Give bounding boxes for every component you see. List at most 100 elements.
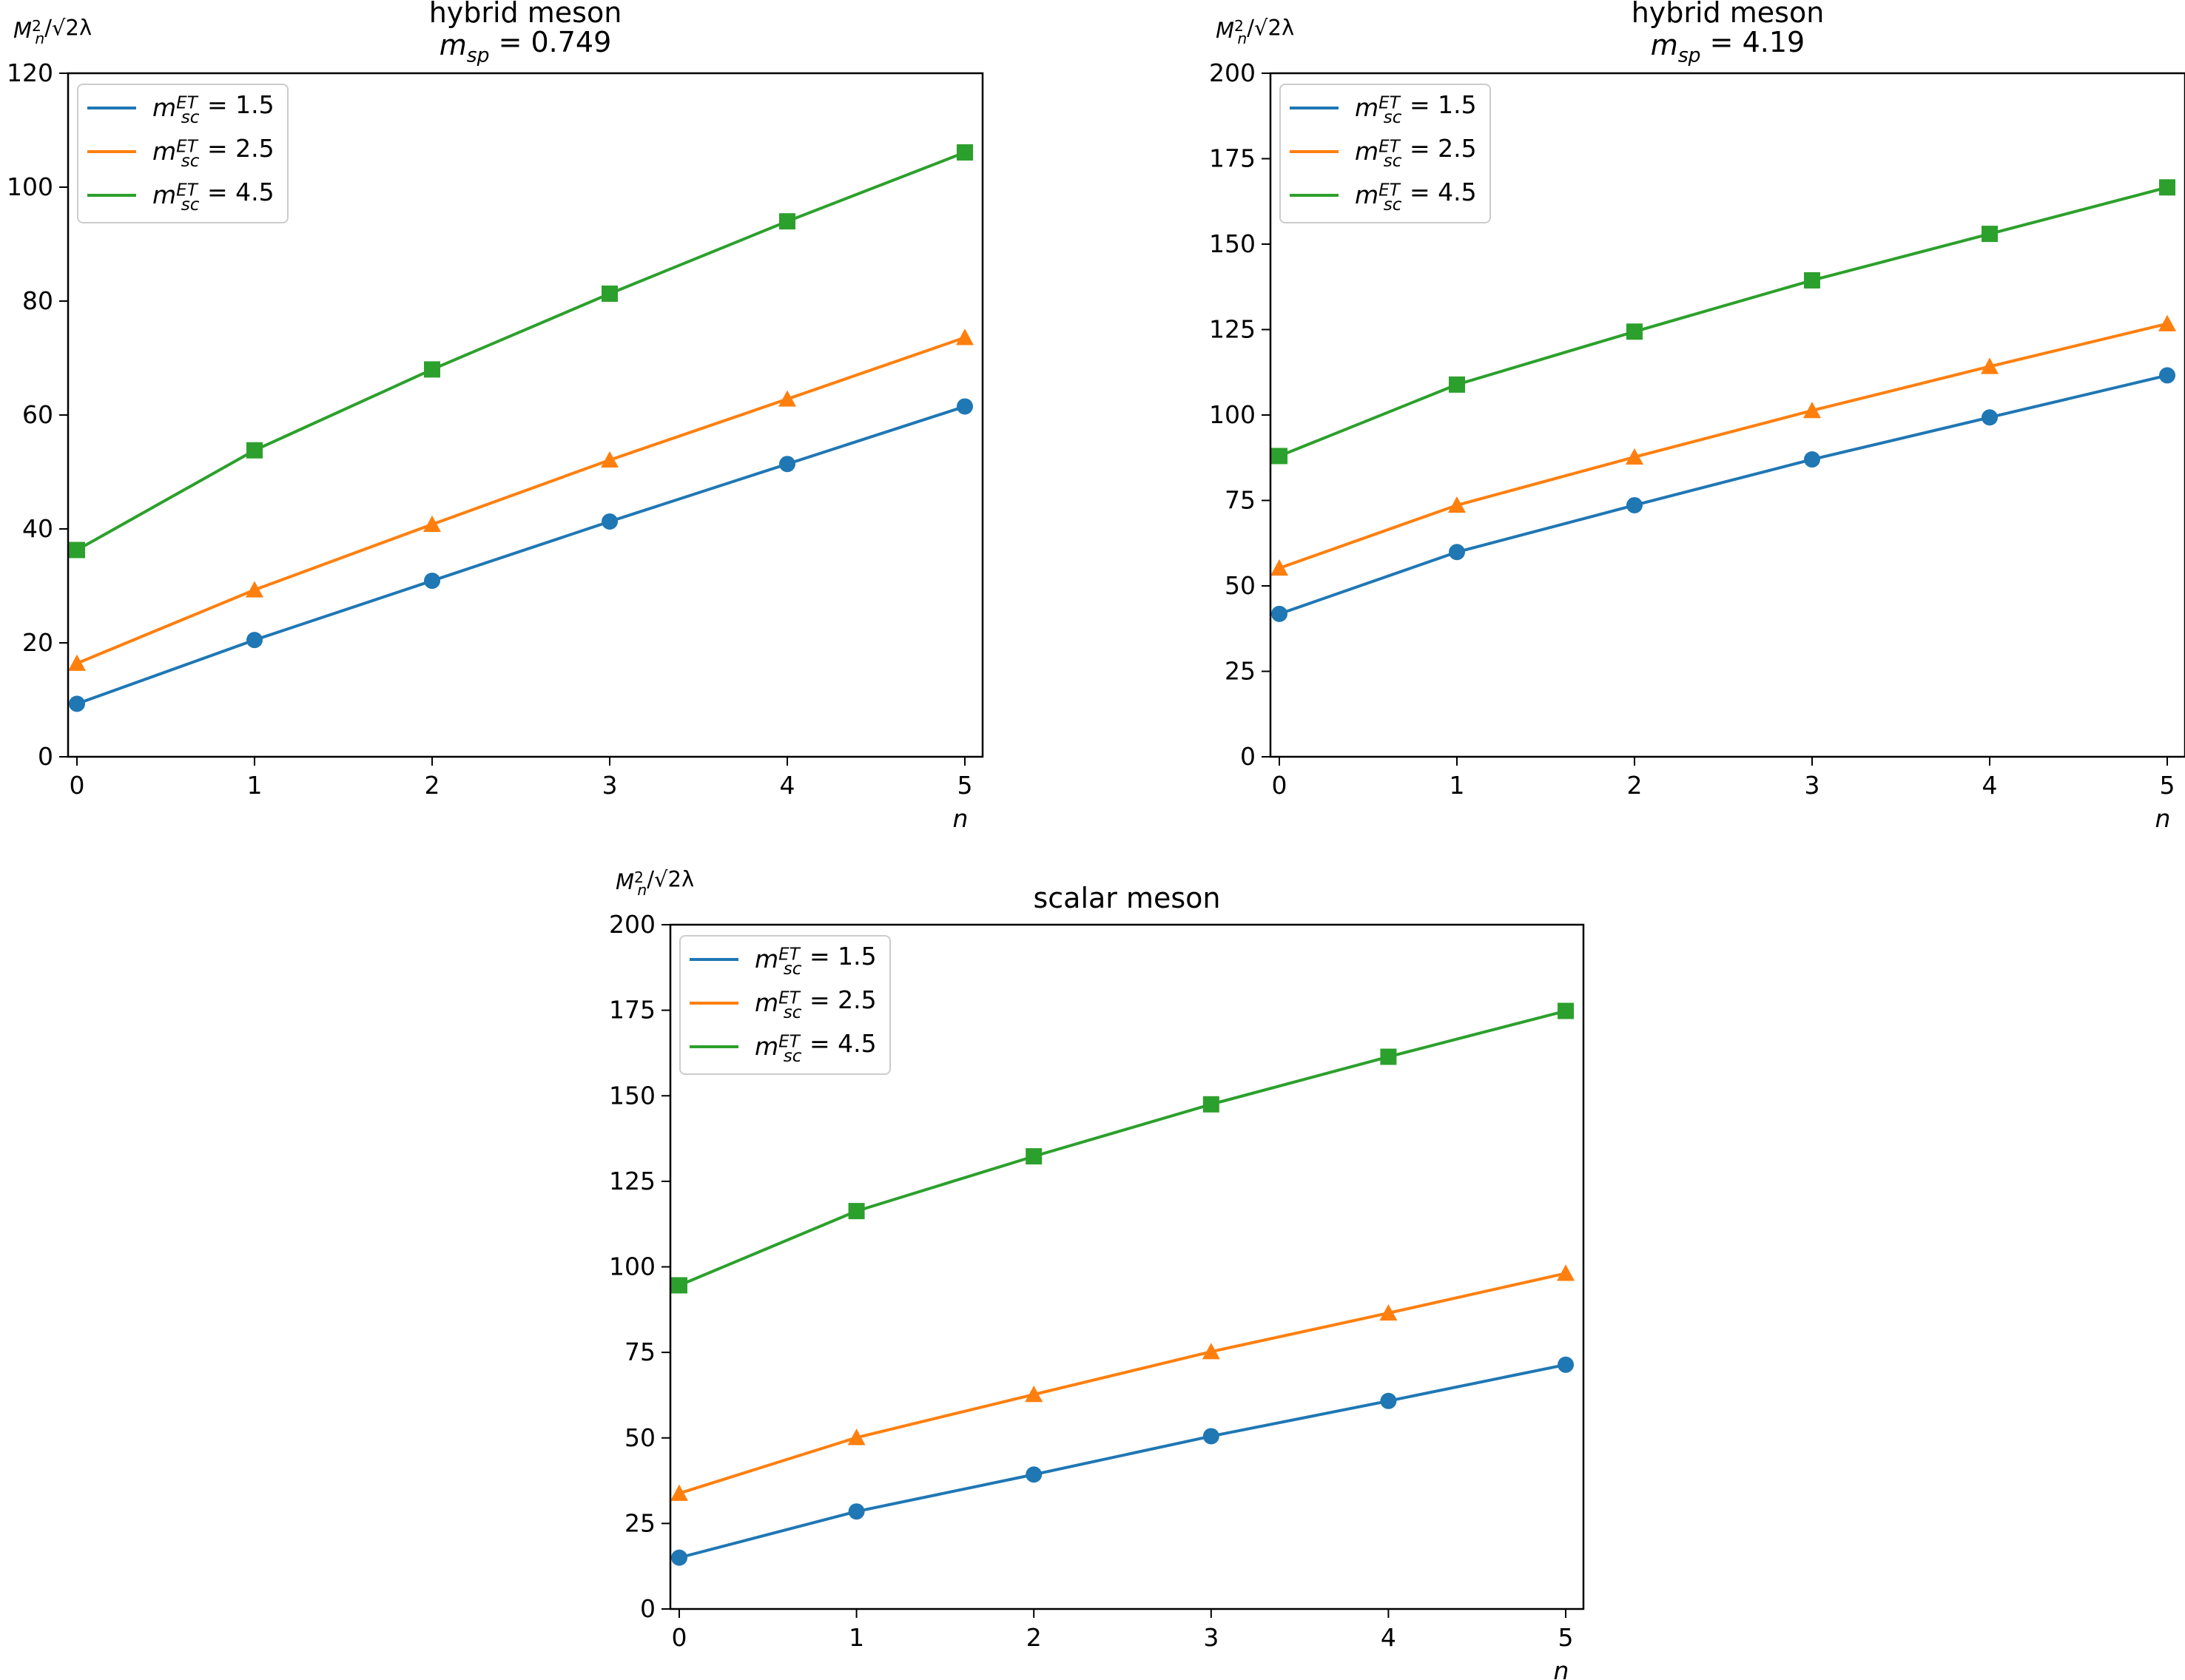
data-point: [1380, 1392, 1397, 1409]
x-tick-label: 2: [1627, 771, 1643, 800]
series-line: [679, 1272, 1566, 1495]
data-point: [1202, 1428, 1219, 1445]
y-tick-label: 125: [609, 1167, 656, 1195]
y-tick-label: 50: [1225, 571, 1256, 600]
data-point: [1271, 448, 1287, 465]
y-tick-label: 80: [22, 286, 53, 315]
plot-frame: [1269, 72, 2185, 758]
series-line: [1279, 322, 2168, 570]
x-tick-label: 3: [1805, 771, 1820, 800]
y-tick-label: 25: [624, 1508, 656, 1537]
data-point: [69, 542, 85, 559]
x-tick-label: 2: [1026, 1623, 1042, 1652]
data-point: [1626, 323, 1643, 340]
data-point: [956, 328, 974, 345]
y-tick-label: 120: [7, 58, 53, 87]
x-tick-label: 0: [70, 771, 85, 800]
series-2: [68, 328, 974, 671]
x-tick-label: 0: [671, 1623, 687, 1652]
data-point: [423, 515, 441, 533]
data-point: [957, 144, 973, 161]
x-tick-label: 0: [1272, 771, 1287, 800]
x-tick-label: 3: [602, 771, 618, 800]
y-tick-label: 175: [609, 996, 656, 1025]
y-tick-label: 100: [7, 172, 53, 201]
legend-entry: mET sc = 2.5: [152, 134, 275, 171]
data-point: [1626, 496, 1643, 513]
y-tick-label: 100: [609, 1252, 656, 1281]
data-point: [1804, 271, 1820, 289]
y-tick-label: 40: [22, 514, 53, 543]
y-tick-label: 60: [22, 400, 53, 429]
data-point: [1982, 409, 1998, 426]
x-tick-label: 1: [849, 1623, 864, 1652]
data-point: [2159, 179, 2175, 196]
series-2: [670, 1264, 1575, 1501]
data-point: [1557, 1264, 1575, 1281]
series-line: [76, 151, 966, 552]
data-point: [670, 1549, 687, 1566]
series-1: [670, 1356, 1575, 1566]
x-axis-label: n: [1554, 1656, 1569, 1680]
data-point: [779, 213, 795, 230]
data-point: [847, 1428, 866, 1445]
data-point: [1271, 605, 1287, 622]
chart-subtitle: msp = 0.749: [440, 26, 612, 67]
series-line: [76, 336, 966, 665]
data-point: [670, 1277, 687, 1294]
data-point: [602, 513, 618, 530]
series-line: [679, 1009, 1566, 1287]
legend: mET sc = 1.5 mET sc = 2.5 mET sc = 4.5: [679, 935, 891, 1075]
series-3: [69, 144, 973, 559]
data-point: [1202, 1343, 1220, 1360]
data-point: [69, 695, 85, 712]
data-point: [1981, 357, 1999, 374]
y-tick-label: 150: [1209, 229, 1256, 258]
data-point: [1026, 1466, 1043, 1483]
data-point: [1380, 1048, 1397, 1065]
series-line: [679, 1363, 1566, 1559]
y-tick-label: 150: [609, 1081, 656, 1110]
data-point: [957, 398, 973, 415]
y-tick-label: 50: [624, 1423, 656, 1452]
chart-title: scalar meson: [1033, 882, 1220, 914]
y-tick-label: 0: [38, 742, 53, 771]
legend-box: [1279, 84, 1491, 223]
data-point: [1803, 401, 1821, 419]
data-point: [68, 654, 86, 671]
y-tick-label: 25: [1225, 657, 1256, 686]
series-3: [670, 1002, 1575, 1294]
data-point: [1449, 376, 1465, 393]
data-point: [2159, 367, 2175, 384]
plot-frame: [669, 923, 1585, 1610]
legend-entry: mET sc = 1.5: [1355, 90, 1477, 127]
data-point: [2158, 314, 2176, 331]
y-tick-label: 175: [1209, 144, 1256, 173]
plot-frame: [67, 72, 984, 758]
series-1: [1271, 367, 2175, 622]
data-point: [424, 361, 440, 378]
data-point: [779, 456, 795, 473]
y-tick-label: 20: [22, 628, 53, 657]
chart-title: hybrid meson: [1632, 0, 1825, 29]
chart-subtitle: msp = 4.19: [1651, 26, 1805, 67]
x-tick-label: 3: [1203, 1623, 1219, 1652]
data-point: [602, 285, 618, 302]
series-line: [1279, 374, 2168, 615]
data-point: [601, 451, 619, 468]
data-point: [1202, 1096, 1219, 1113]
data-point: [848, 1203, 865, 1220]
x-tick-label: 5: [957, 771, 973, 800]
x-tick-label: 5: [1558, 1623, 1574, 1652]
y-tick-label: 100: [1209, 400, 1256, 429]
series-line: [1279, 186, 2168, 458]
x-tick-label: 4: [1381, 1623, 1396, 1652]
data-point: [1804, 451, 1820, 468]
legend-entry: mET sc = 2.5: [755, 985, 877, 1022]
y-tick-label: 75: [624, 1337, 656, 1366]
data-point: [246, 632, 263, 649]
legend-entry: mET sc = 4.5: [152, 178, 275, 215]
y-tick-label: 0: [1240, 742, 1256, 771]
